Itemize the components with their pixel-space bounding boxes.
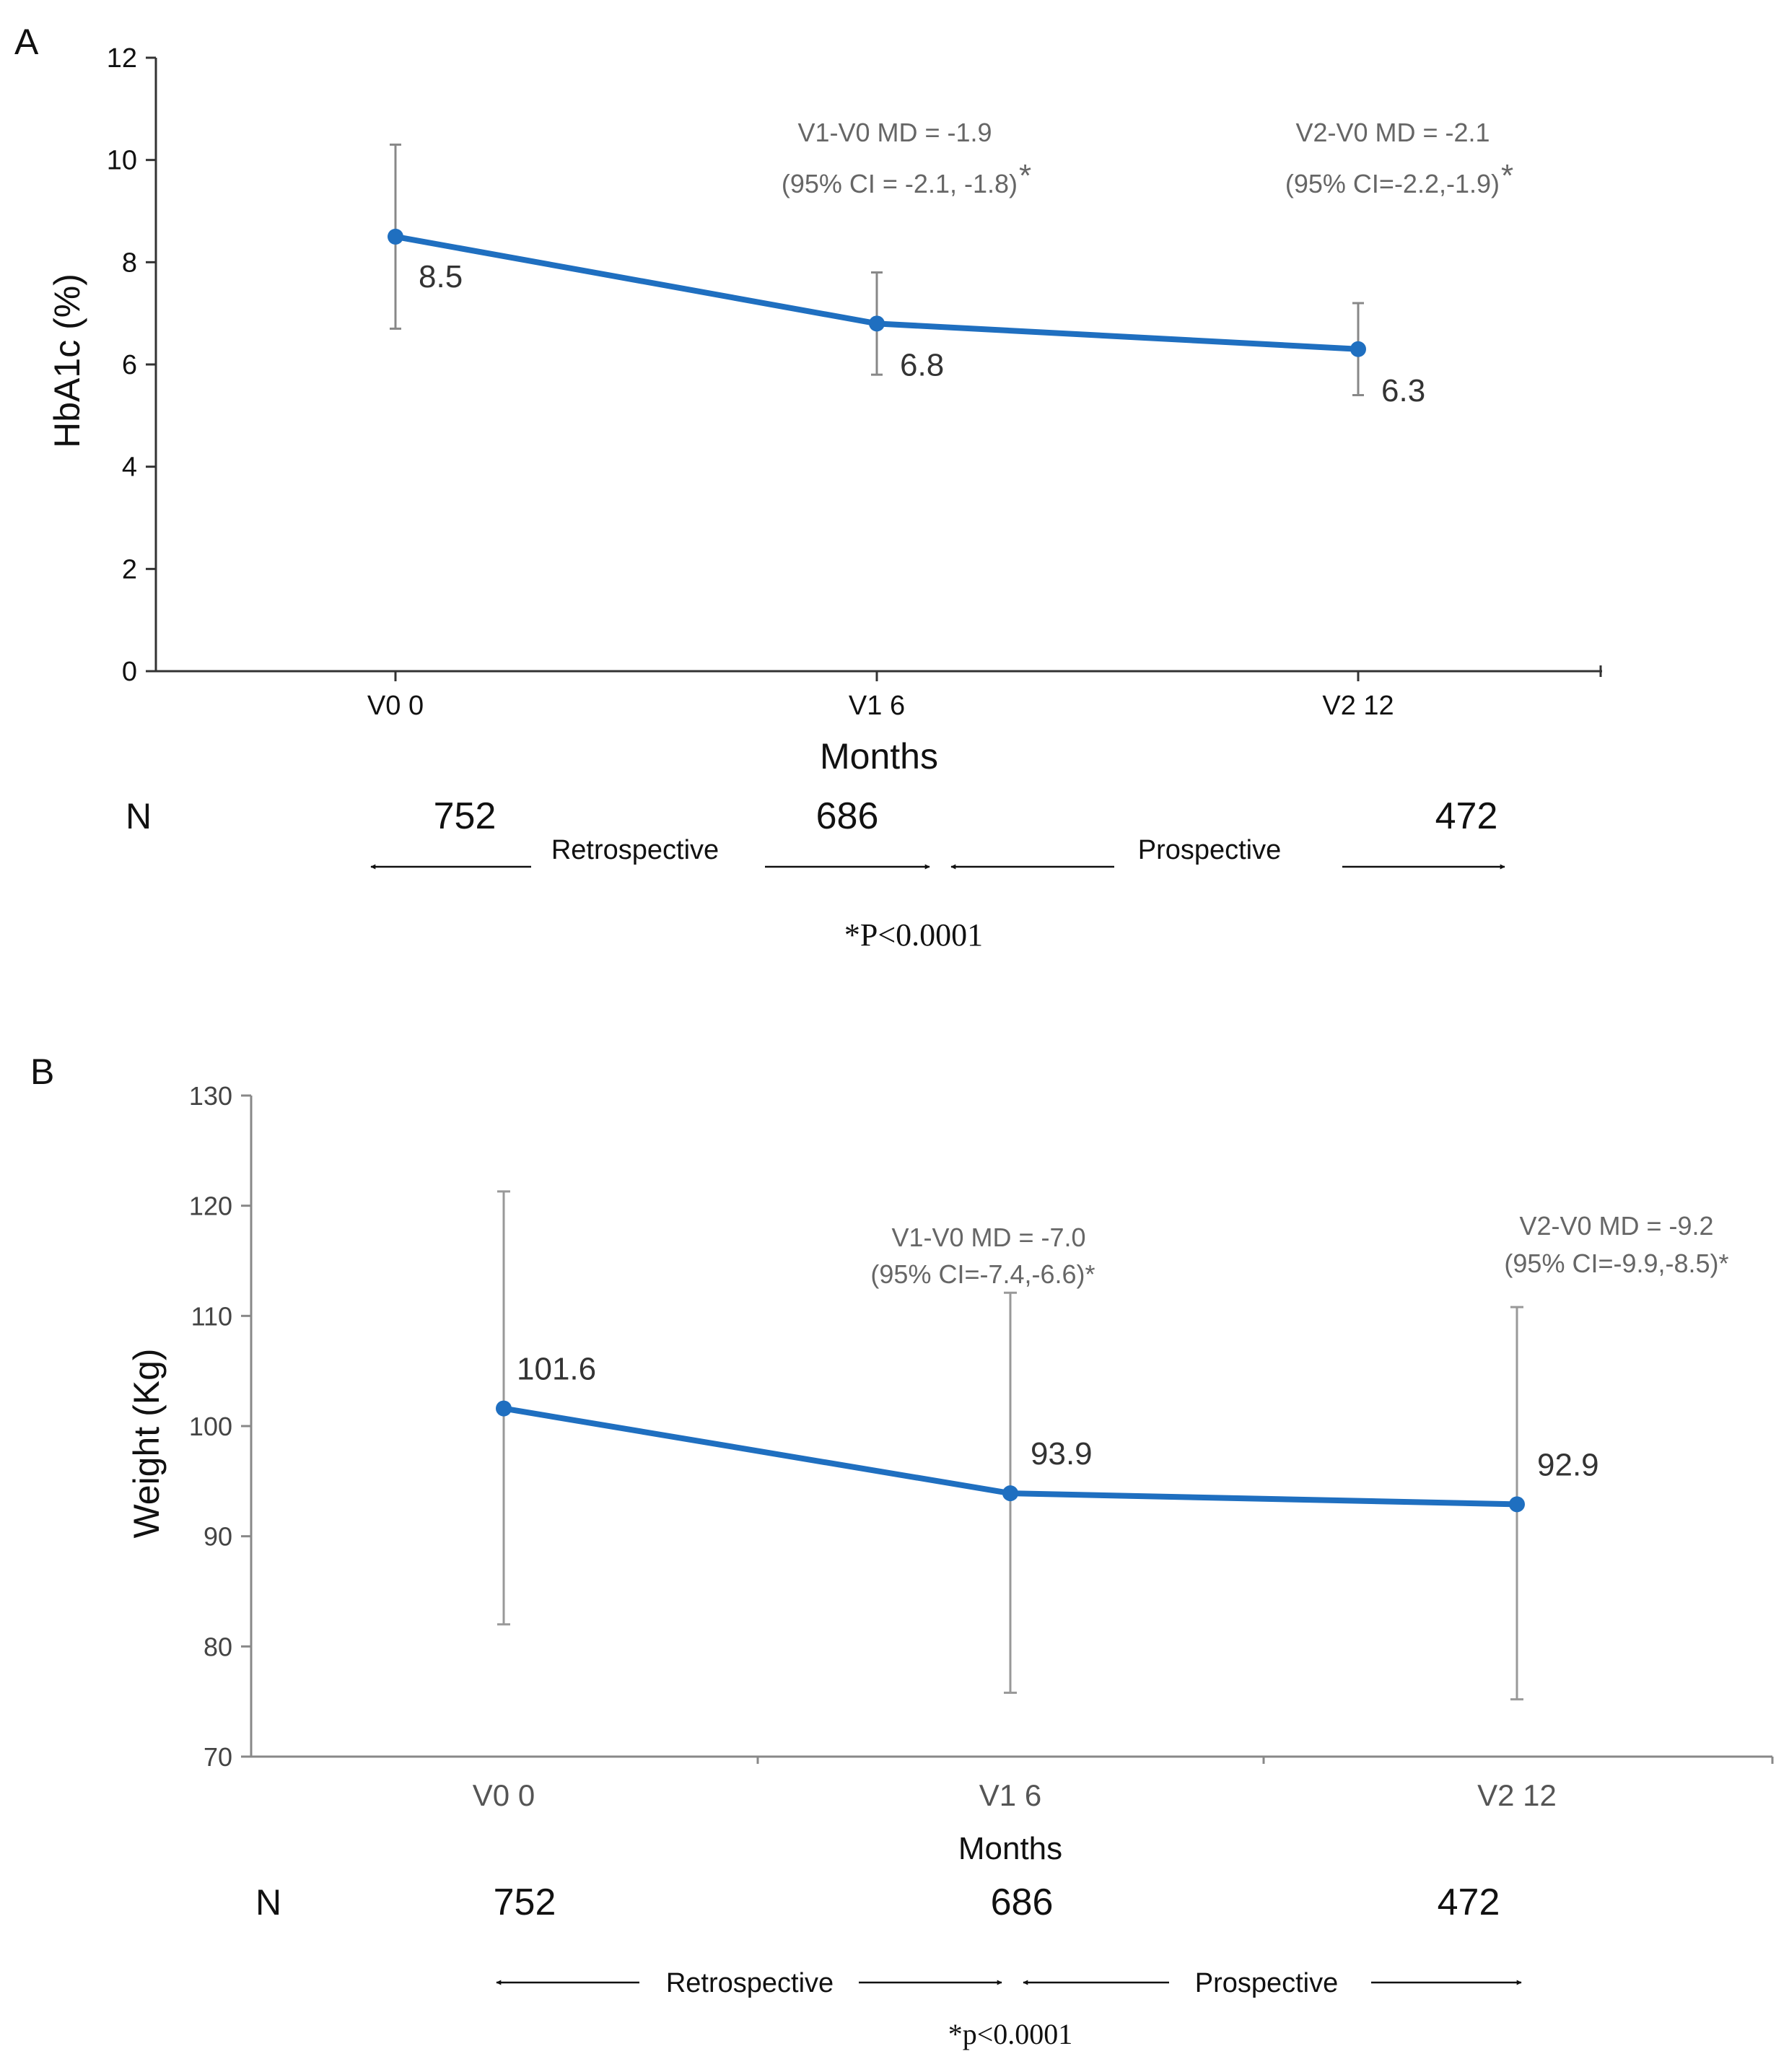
- panel-a-x-axis-label: Months: [820, 736, 938, 777]
- x-tick-label: V1 6: [849, 691, 905, 721]
- panel-a-annotation-2-line2: (95% CI=-2.2,-1.9): [1285, 169, 1500, 198]
- panel-a-n-value-v2: 472: [1435, 795, 1498, 837]
- y-tick-label: 130: [189, 1081, 232, 1111]
- panel-a-hba1c-chart: A 0 2 4 6 8 10 12 V0 0 V1 6 V2 12 HbA1c (%) Mont…: [14, 22, 1602, 953]
- panel-a-annotation-1-line1: V1-V0 MD = -1.9: [797, 118, 992, 147]
- y-tick-label: 10: [107, 146, 137, 176]
- panel-b-label: B: [30, 1052, 54, 1092]
- panel-b-x-axis-label: Months: [958, 1831, 1062, 1866]
- x-tick-label: V2 12: [1477, 1778, 1557, 1812]
- panel-a-retrospective-label: Retrospective: [551, 835, 719, 865]
- panel-b-y-axis-label: Weight (Kg): [126, 1348, 167, 1538]
- data-point-2: [869, 315, 885, 332]
- panel-a-n-value-v0: 752: [434, 795, 497, 837]
- panel-a-prospective-label: Prospective: [1138, 835, 1282, 865]
- data-point-1: [496, 1400, 512, 1417]
- panel-b-retrospective-label: Retrospective: [666, 1968, 834, 1998]
- panel-b-annotation-1-line1: V1-V0 MD = -7.0: [891, 1223, 1085, 1252]
- value-label-2: 93.9: [1031, 1436, 1093, 1472]
- x-tick-label: V2 12: [1322, 691, 1394, 721]
- panel-a-annotation-1-line2: (95% CI = -2.1, -1.8): [782, 169, 1018, 198]
- panel-a-value-labels: 8.5 6.8 6.3: [419, 259, 1425, 408]
- y-tick-label: 4: [122, 453, 137, 483]
- y-tick-label: 90: [204, 1522, 232, 1552]
- x-tick-label: V0 0: [367, 691, 424, 721]
- panel-b-n-value-v2: 472: [1438, 1881, 1500, 1923]
- data-point-1: [388, 228, 403, 245]
- data-point-3: [1509, 1496, 1525, 1513]
- panel-b-weight-chart: B 70 80 90 100 110 120 130 V0 0 V1 6 V2 12 Weigh…: [30, 1052, 1774, 2050]
- y-tick-label: 70: [204, 1742, 232, 1772]
- panel-a-data-points: [388, 228, 1366, 357]
- panel-b-annotation-1-line2: (95% CI=-7.4,-6.6)*: [870, 1259, 1095, 1289]
- x-tick-label: V0 0: [473, 1778, 535, 1812]
- value-label-1: 101.6: [517, 1352, 596, 1387]
- y-tick-label: 0: [122, 657, 137, 687]
- panel-a-x-ticks: V0 0 V1 6 V2 12: [367, 671, 1394, 721]
- data-point-3: [1350, 341, 1366, 357]
- y-tick-label: 2: [122, 554, 137, 585]
- panel-b-y-ticks: 70 80 90 100 110 120 130: [189, 1081, 251, 1772]
- panel-a-n-label: N: [126, 796, 152, 836]
- y-tick-label: 110: [191, 1301, 232, 1331]
- value-label-2: 6.8: [900, 347, 944, 383]
- panel-b-n-value-v1: 686: [991, 1881, 1054, 1923]
- y-tick-label: 6: [122, 350, 137, 380]
- panel-a-annotation-1-star: *: [1019, 158, 1031, 193]
- value-label-3: 92.9: [1537, 1447, 1599, 1482]
- panel-b-value-labels: 101.6 93.9 92.9: [517, 1352, 1599, 1483]
- panel-b-footnote: *p<0.0001: [948, 2018, 1073, 2050]
- panel-b-prospective-label: Prospective: [1195, 1968, 1339, 1998]
- y-tick-label: 100: [189, 1412, 232, 1441]
- panel-b-annotation-2-line2: (95% CI=-9.9,-8.5)*: [1504, 1249, 1728, 1278]
- panel-b-x-ticks: V0 0 V1 6 V2 12: [473, 1757, 1774, 1812]
- value-label-1: 8.5: [419, 259, 463, 294]
- value-label-3: 6.3: [1381, 373, 1425, 408]
- panel-b-n-value-v0: 752: [494, 1881, 556, 1923]
- data-point-2: [1002, 1485, 1018, 1502]
- y-tick-label: 12: [107, 43, 137, 74]
- panel-b-data-points: [496, 1400, 1525, 1513]
- panel-a-n-value-v1: 686: [816, 795, 879, 837]
- y-tick-label: 120: [189, 1192, 232, 1221]
- panel-a-label: A: [14, 22, 39, 62]
- panel-b-annotation-2-line1: V2-V0 MD = -9.2: [1519, 1211, 1713, 1241]
- panel-a-y-ticks: 0 2 4 6 8 10 12: [107, 43, 156, 687]
- y-tick-label: 80: [204, 1632, 232, 1661]
- x-tick-label: V1 6: [979, 1778, 1041, 1812]
- panel-a-y-axis-label: HbA1c (%): [47, 274, 87, 448]
- panel-b-n-label: N: [255, 1882, 281, 1923]
- panel-a-footnote: *P<0.0001: [844, 917, 983, 953]
- panel-a-annotation-2-star: *: [1501, 158, 1513, 193]
- y-tick-label: 8: [122, 248, 137, 278]
- panel-a-annotation-2-line1: V2-V0 MD = -2.1: [1295, 118, 1490, 147]
